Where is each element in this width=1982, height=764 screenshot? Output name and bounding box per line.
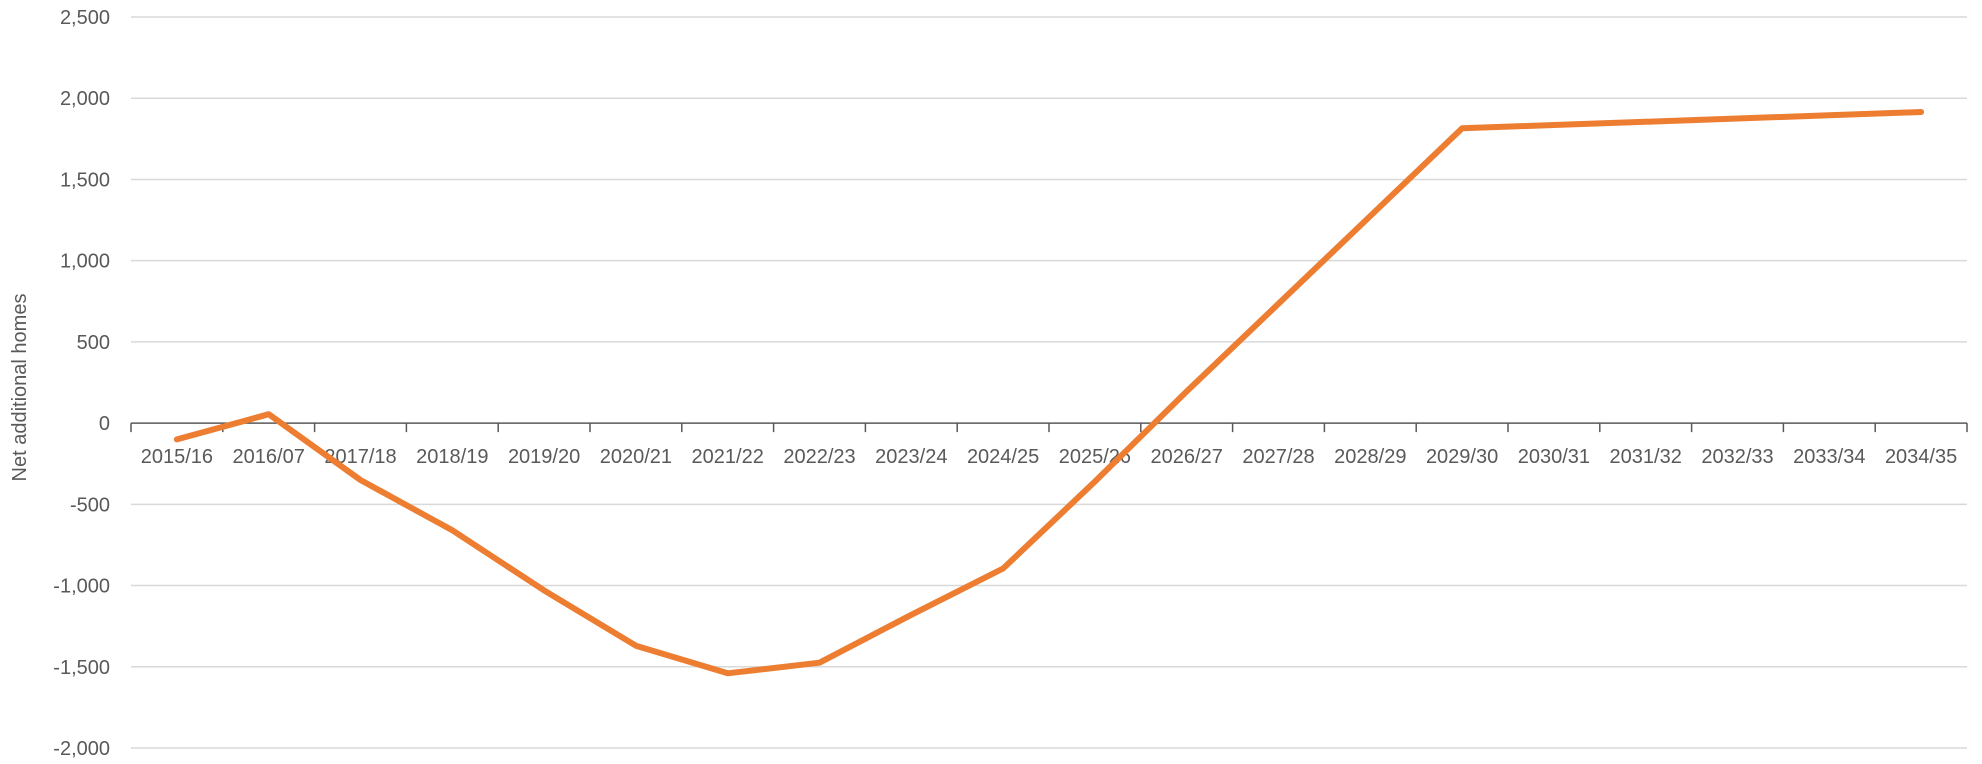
- x-tick-label: 2023/24: [875, 446, 947, 468]
- y-axis-title: Net additional homes: [9, 294, 31, 482]
- x-tick-label: 2019/20: [508, 446, 580, 468]
- x-tick-label: 2024/25: [967, 446, 1039, 468]
- x-axis: [130, 422, 1968, 433]
- y-tick-label: 500: [77, 332, 110, 354]
- series-layer: [173, 109, 1925, 677]
- x-tick-label: 2016/07: [233, 446, 305, 468]
- x-tick-label: 2032/33: [1701, 446, 1773, 468]
- x-tick-label: 2018/19: [416, 446, 488, 468]
- y-tick-label: -1,500: [53, 657, 110, 679]
- y-tick-label: 2,000: [60, 88, 110, 110]
- y-tick-label: 2,500: [60, 7, 110, 29]
- x-tick-label: 2028/29: [1334, 446, 1406, 468]
- y-tick-label: 0: [99, 413, 110, 435]
- x-tick-label: 2034/35: [1885, 446, 1957, 468]
- x-tick-label: 2022/23: [783, 446, 855, 468]
- y-tick-label: -500: [70, 494, 110, 516]
- y-tick-label: 1,500: [60, 169, 110, 191]
- x-tick-label: 2015/16: [141, 446, 213, 468]
- x-tick-label: 2031/32: [1610, 446, 1682, 468]
- x-tick-label: 2029/30: [1426, 446, 1498, 468]
- x-tick-label: 2030/31: [1518, 446, 1590, 468]
- y-tick-label: -2,000: [53, 738, 110, 760]
- series-line: [173, 109, 1925, 677]
- x-tick-label: 2017/18: [324, 446, 396, 468]
- x-tick-label: 2026/27: [1151, 446, 1223, 468]
- x-tick-label: 2033/34: [1793, 446, 1865, 468]
- x-tick-label: 2021/22: [692, 446, 764, 468]
- gridlines: [131, 16, 1967, 749]
- x-tick-label: 2020/21: [600, 446, 672, 468]
- x-axis-tick-labels: 2015/16 2016/07 2017/18 2018/19 2019/20 2020/…: [141, 446, 1957, 468]
- y-axis-ticks: 2,500 2,000 1,500 1,000 500 0 -500 -1,000 -1,500…: [53, 7, 110, 760]
- y-tick-label: 1,000: [60, 251, 110, 273]
- x-tick-label: 2027/28: [1242, 446, 1314, 468]
- y-tick-label: -1,000: [53, 576, 110, 598]
